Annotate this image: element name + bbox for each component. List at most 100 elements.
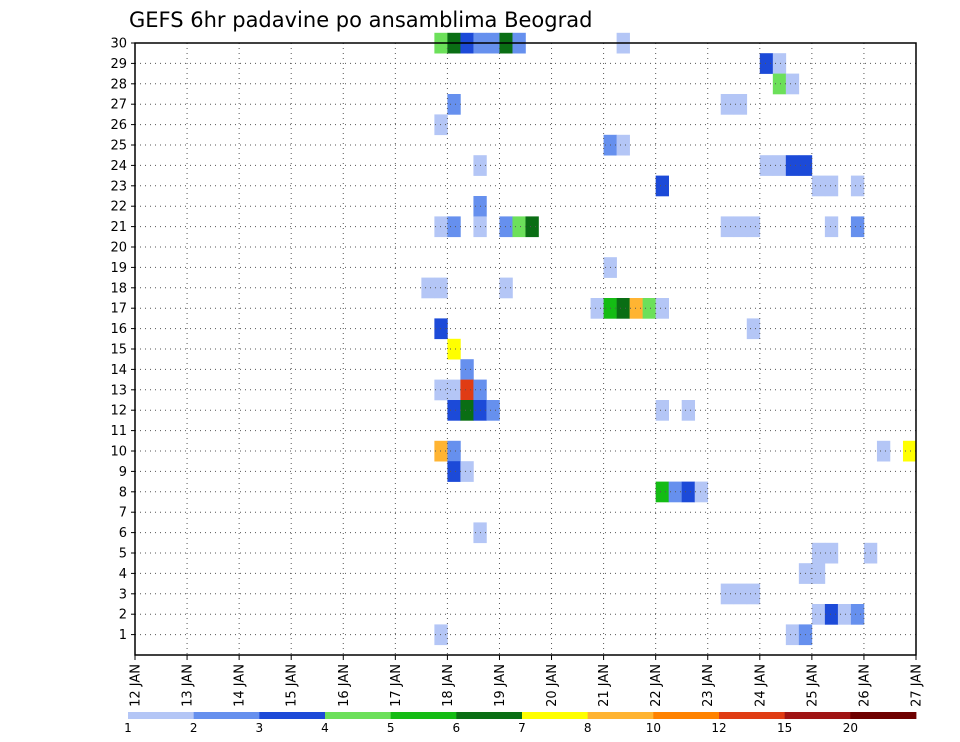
heatmap-cell bbox=[811, 563, 826, 584]
y-tick-label: 6 bbox=[119, 526, 127, 541]
y-tick-label: 24 bbox=[110, 159, 127, 174]
y-tick-label: 2 bbox=[119, 608, 127, 623]
x-tick-label: 15 JAN bbox=[285, 664, 300, 707]
x-tick-label: 12 JAN bbox=[129, 664, 144, 707]
y-tick-label: 1 bbox=[119, 628, 127, 643]
y-tick-label: 29 bbox=[110, 57, 127, 72]
heatmap-cell bbox=[746, 318, 761, 340]
y-tick-label: 23 bbox=[110, 179, 127, 194]
chart-title: GEFS 6hr padavine po ansamblima Beograd bbox=[129, 8, 592, 32]
colorbar-tick-label: 5 bbox=[387, 721, 395, 735]
x-tick-label: 19 JAN bbox=[493, 664, 508, 707]
heatmap-cell bbox=[525, 216, 539, 238]
colorbar-swatch bbox=[193, 712, 260, 719]
colorbar-swatch bbox=[719, 712, 786, 719]
y-tick-label: 5 bbox=[119, 547, 127, 562]
x-axis: 12 JAN 13 JAN 14 JAN 15 JAN 16 JAN 17 JAN 18 J… bbox=[129, 655, 925, 707]
y-tick-label: 8 bbox=[119, 485, 127, 500]
colorbar-tick-label: 15 bbox=[777, 721, 792, 735]
heatmap-cell bbox=[772, 73, 787, 95]
colorbar-swatch bbox=[325, 712, 392, 719]
heatmap-cell bbox=[499, 277, 513, 299]
colorbar-tick-label: 6 bbox=[453, 721, 461, 735]
x-tick-label: 18 JAN bbox=[441, 664, 456, 707]
heatmap-cell bbox=[824, 604, 839, 625]
heatmap-cell bbox=[759, 53, 774, 74]
y-tick-label: 9 bbox=[119, 465, 127, 480]
y-tick-label: 18 bbox=[110, 281, 127, 296]
colorbar-swatch bbox=[456, 712, 523, 719]
colorbar-swatch bbox=[390, 712, 457, 719]
heatmap-cell bbox=[447, 338, 461, 360]
heatmap-cell bbox=[655, 400, 669, 421]
colorbar-swatch bbox=[128, 712, 195, 719]
heatmap-cell bbox=[655, 298, 669, 319]
y-tick-label: 14 bbox=[110, 363, 127, 378]
heatmap-cell bbox=[434, 318, 448, 340]
y-tick-label: 30 bbox=[110, 37, 127, 52]
heatmap-cell bbox=[772, 53, 787, 74]
heatmap-cell bbox=[460, 400, 474, 421]
heatmap-cell bbox=[772, 155, 787, 176]
x-tick-label: 14 JAN bbox=[233, 664, 248, 707]
heatmap-cell bbox=[642, 298, 656, 319]
x-tick-label: 17 JAN bbox=[389, 664, 404, 707]
y-tick-label: 15 bbox=[110, 343, 127, 358]
x-tick-label: 22 JAN bbox=[649, 664, 664, 707]
y-tick-label: 19 bbox=[110, 261, 127, 276]
heatmap-cell bbox=[850, 216, 865, 238]
heatmap-cell bbox=[447, 461, 461, 482]
heatmap-cell bbox=[434, 624, 448, 646]
heatmap-cell bbox=[460, 461, 474, 482]
colorbar-swatch bbox=[850, 712, 917, 719]
colorbar-swatch bbox=[259, 712, 326, 719]
colorbar-tick-label: 3 bbox=[256, 721, 264, 735]
y-tick-label: 25 bbox=[110, 139, 127, 154]
x-tick-label: 27 JAN bbox=[910, 664, 925, 707]
y-tick-label: 12 bbox=[110, 404, 127, 419]
y-tick-label: 10 bbox=[110, 445, 127, 460]
colorbar-swatch bbox=[587, 712, 654, 719]
heatmap-cell bbox=[811, 604, 826, 625]
colorbar-tick-label: 7 bbox=[518, 721, 526, 735]
y-tick-label: 22 bbox=[110, 200, 127, 215]
heatmap-cell bbox=[629, 298, 643, 319]
heatmap-cell bbox=[447, 216, 461, 238]
y-tick-label: 4 bbox=[119, 567, 127, 582]
heatmap-cell bbox=[655, 175, 669, 197]
y-tick-label: 13 bbox=[110, 383, 127, 398]
heatmap-cell bbox=[434, 216, 448, 238]
heatmap-cell bbox=[447, 400, 461, 421]
heatmap-cell bbox=[759, 155, 774, 176]
heatmap-cell bbox=[850, 175, 865, 197]
x-tick-label: 16 JAN bbox=[337, 664, 352, 707]
heatmap-cell bbox=[811, 542, 826, 564]
heatmap-cell bbox=[512, 216, 526, 238]
heatmap-cell bbox=[447, 440, 461, 462]
heatmap-cell bbox=[720, 583, 735, 605]
heatmap-cell bbox=[434, 440, 448, 462]
x-tick-label: 20 JAN bbox=[545, 664, 560, 707]
heatmap-cell bbox=[694, 481, 709, 503]
heatmap-cell bbox=[590, 298, 604, 319]
colorbar-swatch bbox=[653, 712, 720, 719]
heatmap-cell bbox=[486, 400, 500, 421]
colorbar-tick-label: 1 bbox=[124, 721, 132, 735]
colorbar-tick-label: 4 bbox=[321, 721, 329, 735]
y-axis: 1234567891011121314151617181920212223242… bbox=[110, 37, 135, 643]
colorbar: 1 2 3 4 5 6 7 8 10 12 15 20 bbox=[124, 712, 917, 735]
heatmap-cell bbox=[720, 94, 735, 115]
colorbar-tick-label: 2 bbox=[190, 721, 198, 735]
y-tick-label: 27 bbox=[110, 98, 127, 113]
heatmap-cell bbox=[902, 440, 917, 462]
cells-layer bbox=[421, 32, 917, 646]
y-tick-label: 16 bbox=[110, 322, 127, 337]
heatmap-cell bbox=[616, 134, 630, 156]
colorbar-swatch bbox=[784, 712, 851, 719]
x-tick-label: 26 JAN bbox=[857, 664, 872, 707]
heatmap-cell bbox=[785, 624, 800, 646]
y-tick-label: 3 bbox=[119, 587, 127, 602]
colorbar-tick-label: 12 bbox=[711, 721, 726, 735]
heatmap-cell bbox=[824, 542, 839, 564]
